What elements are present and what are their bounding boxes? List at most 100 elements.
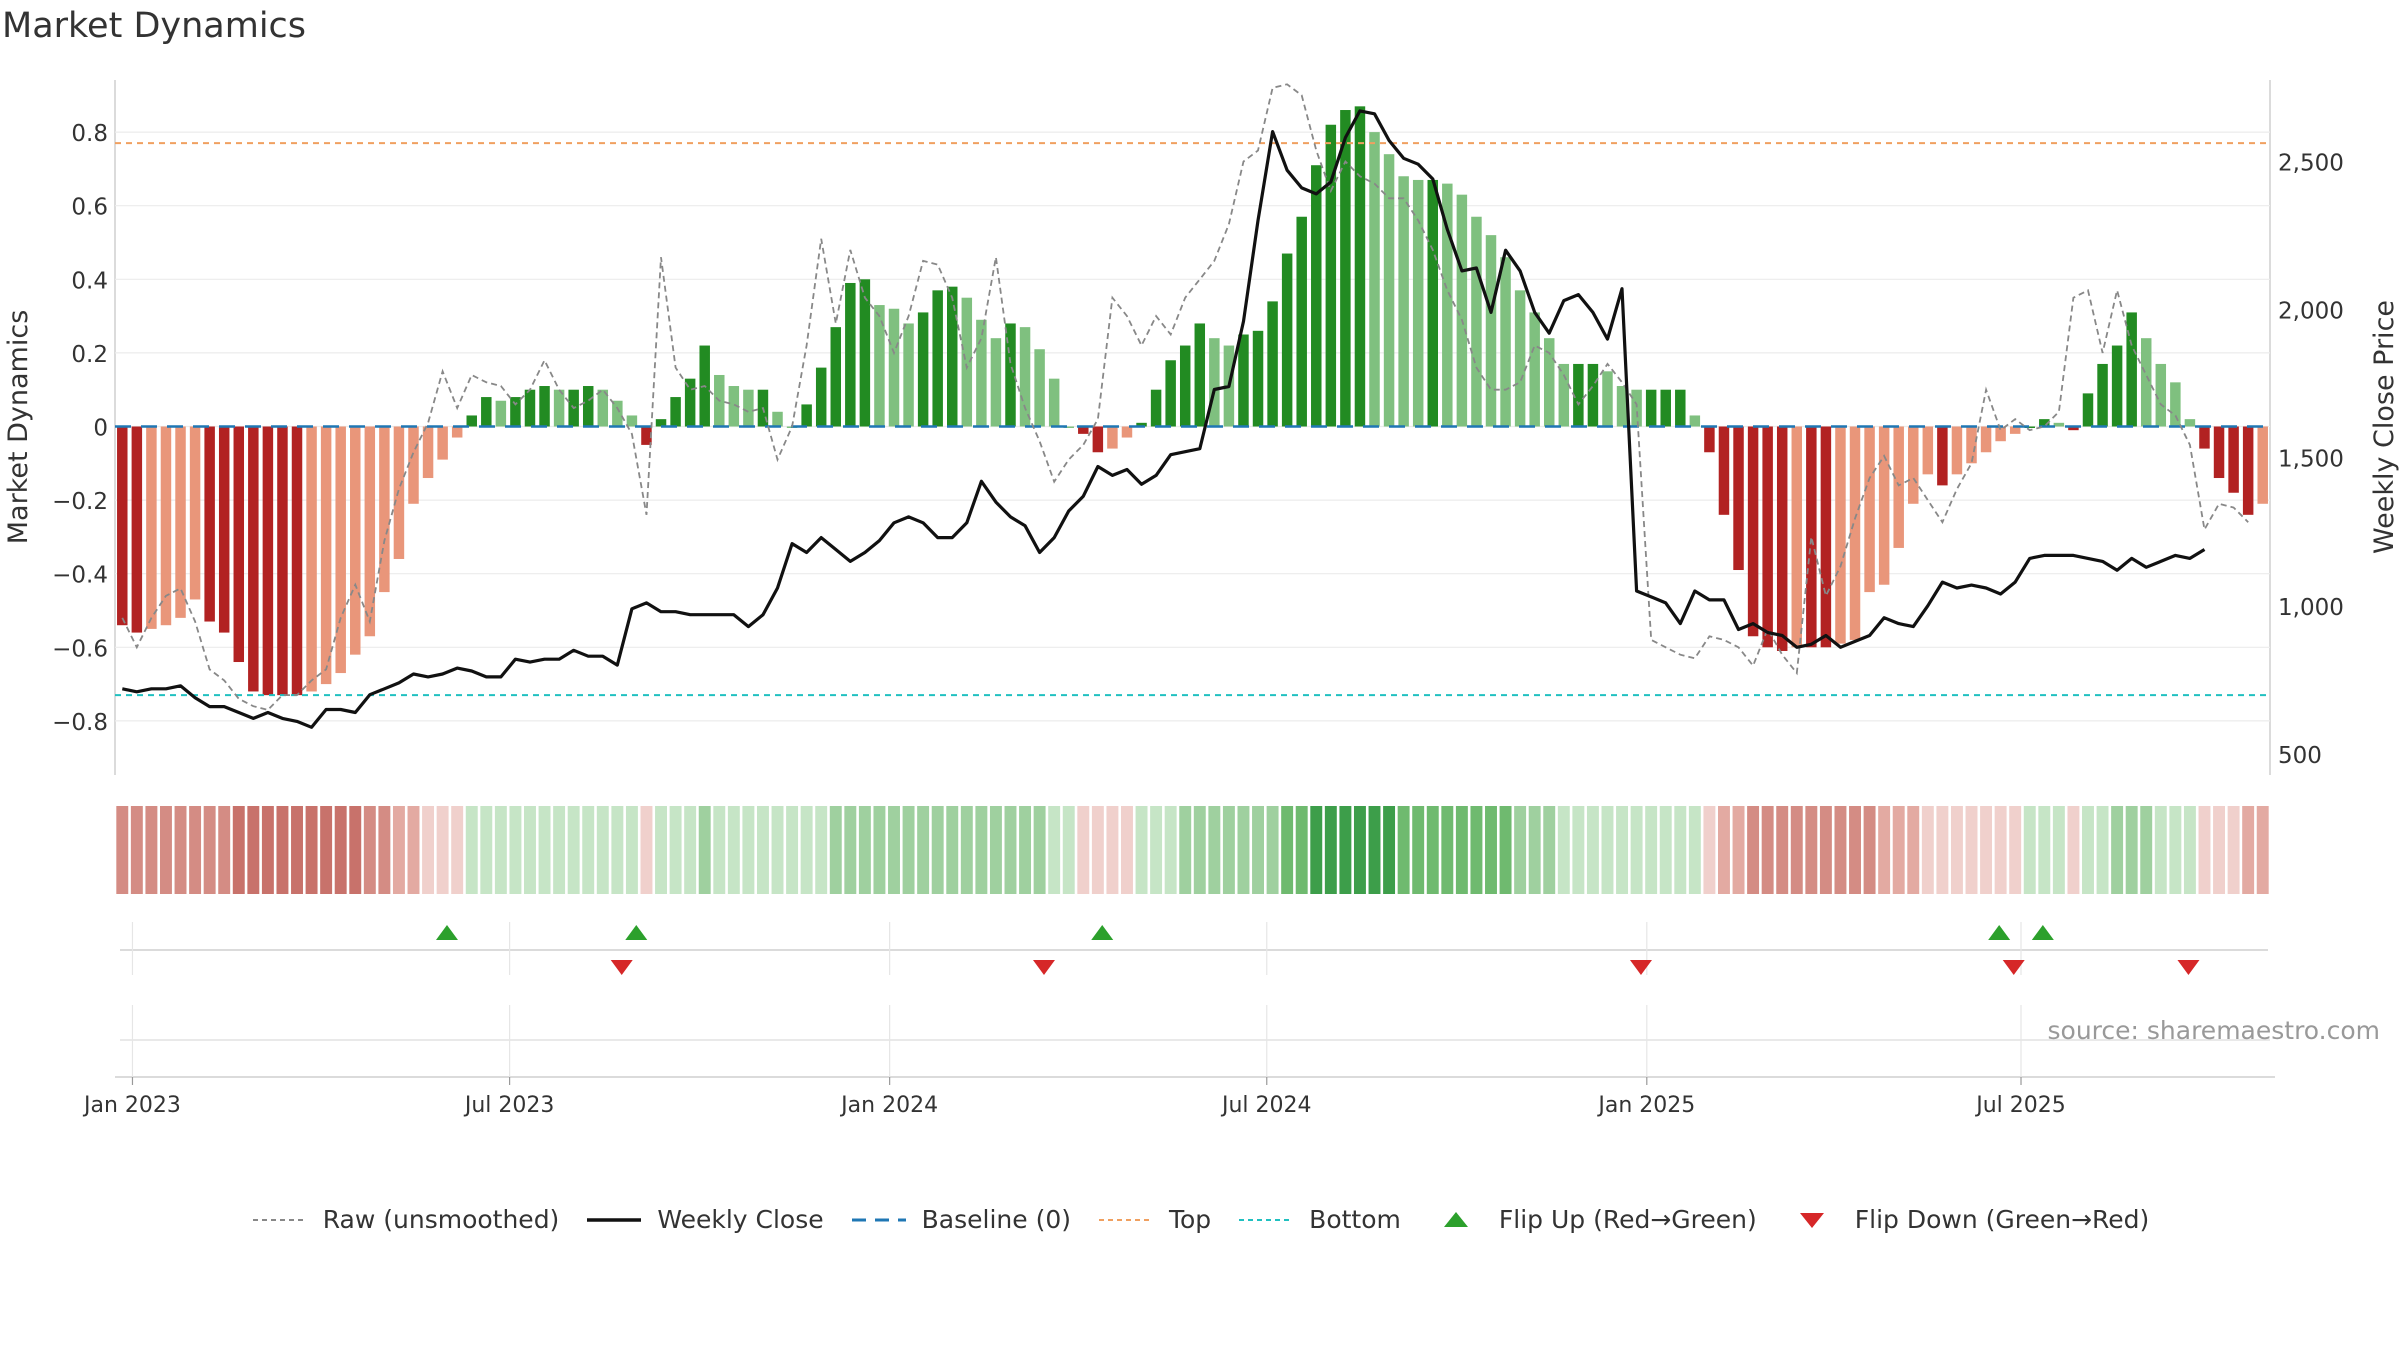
strip-cell [669, 806, 682, 894]
strip-cell [494, 806, 507, 894]
bar [888, 308, 900, 427]
strip-cell [713, 806, 726, 894]
strip-cell [1907, 806, 1920, 894]
strip-cell [1659, 806, 1672, 894]
strip-cell [218, 806, 231, 894]
bar [1675, 389, 1686, 427]
strip-cell [349, 806, 362, 894]
strip-cell [2052, 806, 2065, 894]
x-tick-label: Jul 2023 [463, 1093, 555, 1118]
strip-cell [1281, 806, 1294, 894]
strip-cell [596, 806, 609, 894]
strip-cell [1222, 806, 1235, 894]
legend-swatch-baseline [851, 1218, 906, 1221]
strip-cell [2198, 806, 2211, 894]
flip-down-marker [610, 960, 633, 975]
strip-cell [2038, 806, 2051, 894]
legend-item-baseline: Baseline (0) [850, 1205, 1071, 1234]
flip-down-marker [1629, 960, 1652, 975]
legend-swatch-flip_up [1443, 1211, 1468, 1227]
market-dynamics-chart: −0.8 −0.6 −0.4 −0.2 0 0.2 0.4 0.6 0.8 500 1,000 1,5… [3, 80, 2400, 1118]
bar [2126, 312, 2137, 427]
legend-label-bottom: Bottom [1309, 1205, 1401, 1234]
strip-cell [1921, 806, 1934, 894]
strip-cell [2009, 806, 2022, 894]
bar [1121, 426, 1133, 438]
bar [1005, 323, 1016, 427]
bar [204, 426, 215, 622]
bar [903, 323, 914, 427]
strip-cell [1077, 806, 1090, 894]
strip-cell [1179, 806, 1192, 894]
bar [277, 426, 288, 696]
legend-item-raw: Raw (unsmoothed) [251, 1205, 559, 1234]
bar [146, 426, 157, 629]
bar [117, 426, 128, 626]
strip-cell [1586, 806, 1599, 894]
bar [1835, 426, 1846, 644]
bar [1980, 426, 1992, 453]
strip-cell [1630, 806, 1643, 894]
strip-cell [1324, 806, 1337, 894]
bar [2213, 426, 2225, 479]
bar [641, 426, 652, 445]
strip-cell [1950, 806, 1963, 894]
strip-cell [159, 806, 172, 894]
strip-cell [436, 806, 449, 894]
bar [1456, 194, 1468, 427]
legend-swatch-top [1098, 1218, 1153, 1221]
strip-cell [1761, 806, 1774, 894]
bar [670, 397, 681, 427]
strip-cell [873, 806, 886, 894]
bar [1063, 426, 1074, 428]
flip-up-marker [625, 925, 648, 940]
strip-cell [174, 806, 187, 894]
bar [306, 426, 317, 692]
strip-cell [422, 806, 435, 894]
strip-cell [145, 806, 158, 894]
strip-cell [2213, 806, 2226, 894]
legend-item-flip_up: Flip Up (Red→Green) [1427, 1205, 1757, 1234]
bar [1937, 426, 1948, 486]
strip-cell [640, 806, 653, 894]
strip-cell [1514, 806, 1527, 894]
bar [1602, 371, 1613, 427]
strip-cell [378, 806, 391, 894]
strip-cell [815, 806, 828, 894]
bar [874, 305, 885, 427]
strip-cell [334, 806, 347, 894]
legend-label-flip_up: Flip Up (Red→Green) [1498, 1205, 1757, 1234]
bar [364, 426, 376, 637]
strip-cell [917, 806, 930, 894]
y-tick-label: −0.4 [52, 563, 108, 589]
bar [1893, 426, 1904, 548]
strip-cell [771, 806, 784, 894]
strip-cell [1965, 806, 1978, 894]
bar [2024, 426, 2035, 428]
legend-swatch-flip_down [1799, 1212, 1824, 1228]
strip-cell [786, 806, 799, 894]
bar [1558, 363, 1570, 427]
strip-cell [888, 806, 900, 894]
bar [335, 426, 346, 674]
bar [2199, 426, 2210, 449]
strip-cell [1892, 806, 1905, 894]
strip-cell [2183, 806, 2196, 894]
x-tick-label: Jan 2025 [1596, 1093, 1695, 1118]
bar [553, 389, 565, 427]
bar [1092, 426, 1104, 453]
bar [481, 397, 492, 427]
bar [815, 367, 827, 427]
bar [1034, 349, 1045, 427]
flip-up-marker [2031, 925, 2054, 940]
bar [2039, 419, 2050, 427]
strip-cell [582, 806, 595, 894]
strip-cell [1091, 806, 1104, 894]
strip-cell [524, 806, 536, 894]
strip-cell [2082, 806, 2094, 894]
strip-cell [2111, 806, 2124, 894]
bar [1573, 363, 1584, 427]
bar [1048, 378, 1060, 427]
chart-title: Market Dynamics [2, 6, 307, 46]
bar [379, 426, 390, 593]
